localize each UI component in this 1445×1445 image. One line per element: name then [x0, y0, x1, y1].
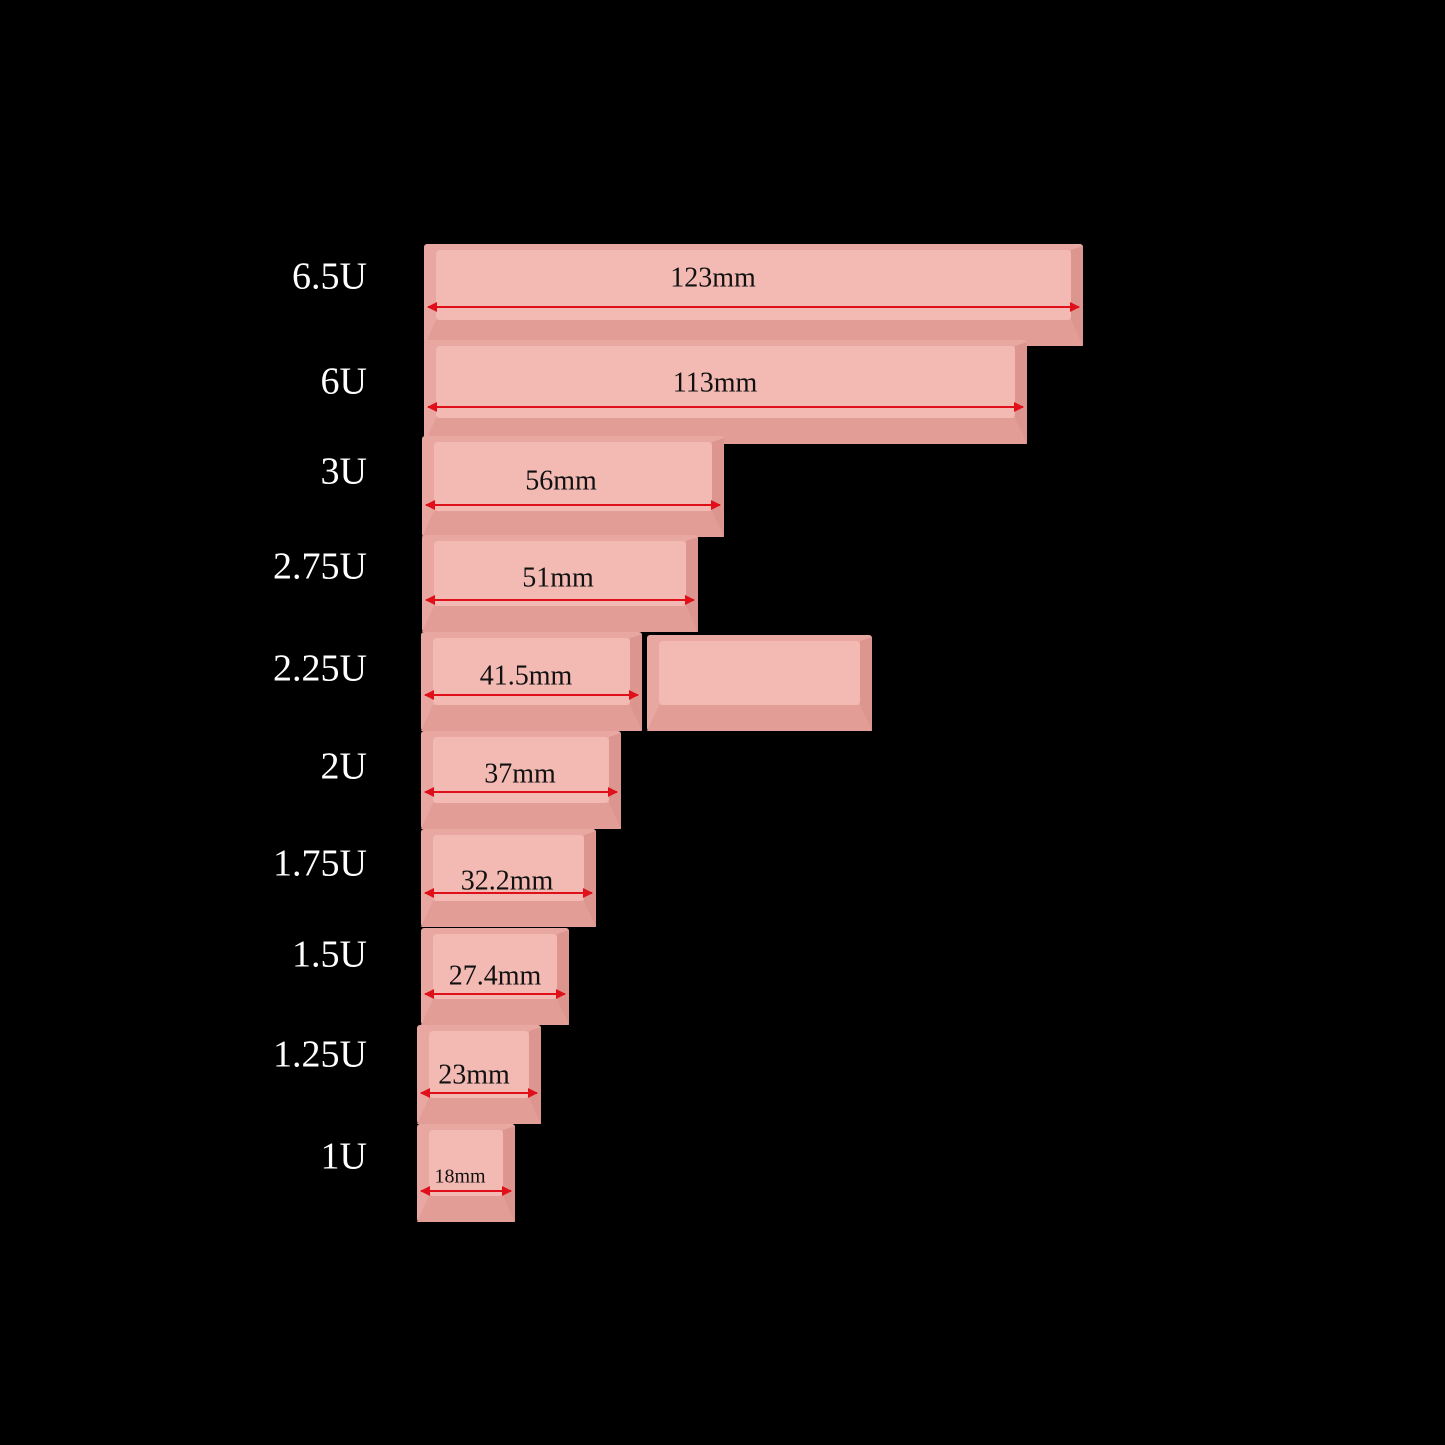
keycap-top — [433, 638, 630, 705]
size-label: 1U — [321, 1136, 367, 1178]
length-label: 23mm — [438, 1059, 510, 1090]
keycap-side — [417, 1098, 541, 1124]
size-label: 2.75U — [273, 546, 367, 588]
keycap-side — [647, 705, 872, 731]
size-label: 2U — [321, 746, 367, 788]
keycap-top — [436, 346, 1015, 418]
length-label: 123mm — [670, 262, 756, 293]
keycap-top — [433, 934, 557, 999]
keycap-top — [659, 641, 860, 705]
keycap-top — [434, 541, 686, 606]
keycap-side — [609, 733, 621, 829]
length-label: 41.5mm — [480, 660, 573, 691]
keycap-side — [686, 537, 698, 632]
keycap-side — [584, 831, 596, 927]
size-label: 6U — [321, 361, 367, 403]
keycap-top — [429, 1031, 529, 1098]
keycap-side — [424, 320, 1083, 346]
keycap-side — [630, 634, 642, 731]
keycap-side — [421, 901, 596, 927]
keycap-side — [1015, 342, 1027, 444]
size-label: 1.5U — [292, 934, 367, 976]
keycap-side — [860, 637, 872, 731]
keycap-side — [1071, 246, 1083, 346]
keycap-top — [434, 442, 712, 511]
length-label: 37mm — [484, 758, 556, 789]
keycap-side — [421, 999, 569, 1025]
length-label: 51mm — [522, 562, 594, 593]
keycap-top — [429, 1130, 503, 1196]
size-label: 2.25U — [273, 648, 367, 690]
size-label: 1.75U — [273, 843, 367, 885]
size-label: 6.5U — [292, 256, 367, 298]
keycap-side — [712, 438, 724, 537]
keycap-top — [433, 737, 609, 803]
length-label: 27.4mm — [449, 960, 542, 991]
length-label: 18mm — [434, 1166, 486, 1188]
length-label: 32.2mm — [461, 865, 554, 896]
length-label: 113mm — [673, 367, 758, 398]
length-label: 56mm — [525, 465, 597, 496]
keycap-side — [503, 1126, 515, 1222]
keycap-side — [422, 606, 698, 632]
keycap-side — [529, 1027, 541, 1124]
keycap-side — [422, 511, 724, 537]
keycap-top — [433, 835, 584, 901]
keycap-side — [557, 930, 569, 1025]
keycap-side — [421, 803, 621, 829]
keycap-side — [417, 1196, 515, 1222]
size-label: 1.25U — [273, 1034, 367, 1076]
size-label: 3U — [321, 451, 367, 493]
keycap-side — [421, 705, 642, 731]
